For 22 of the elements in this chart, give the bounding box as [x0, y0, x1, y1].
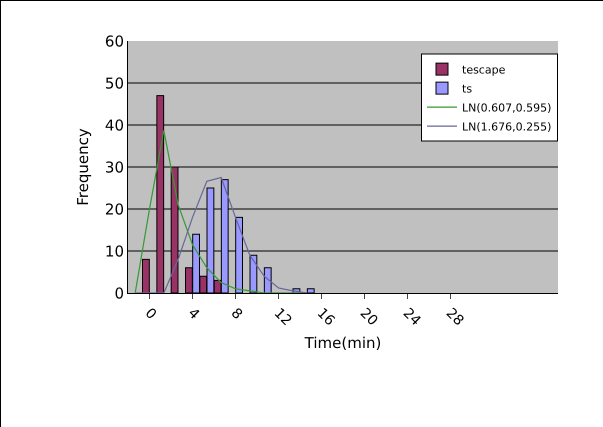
y-axis-title: Frequency	[74, 128, 92, 206]
y-tick-label: 60	[104, 32, 124, 50]
x-tick-label: 0	[142, 305, 160, 323]
x-tick-label: 16	[314, 305, 338, 330]
x-tick-label: 12	[270, 305, 295, 330]
y-tick-label: 40	[104, 116, 124, 134]
line-series	[134, 176, 308, 293]
legend-label: tescape	[462, 63, 506, 76]
x-axis-title: Time(min)	[304, 334, 382, 352]
y-tick-label: 20	[104, 200, 124, 218]
legend-label: LN(0.607,0.595)	[462, 101, 552, 114]
y-tick-label: 10	[104, 242, 124, 260]
y-tick-label: 0	[114, 284, 124, 302]
legend-label: ts	[462, 82, 472, 96]
x-tick-label: 4	[184, 305, 202, 323]
y-tick-label: 30	[104, 158, 124, 176]
x-tick-label: 28	[442, 305, 467, 330]
legend-label: LN(1.676,0.255)	[462, 120, 552, 134]
x-tick-label: 24	[400, 305, 424, 330]
x-tick-label: 20	[356, 305, 381, 330]
y-tick-label: 50	[104, 74, 124, 92]
x-tick-label: 8	[228, 305, 246, 323]
